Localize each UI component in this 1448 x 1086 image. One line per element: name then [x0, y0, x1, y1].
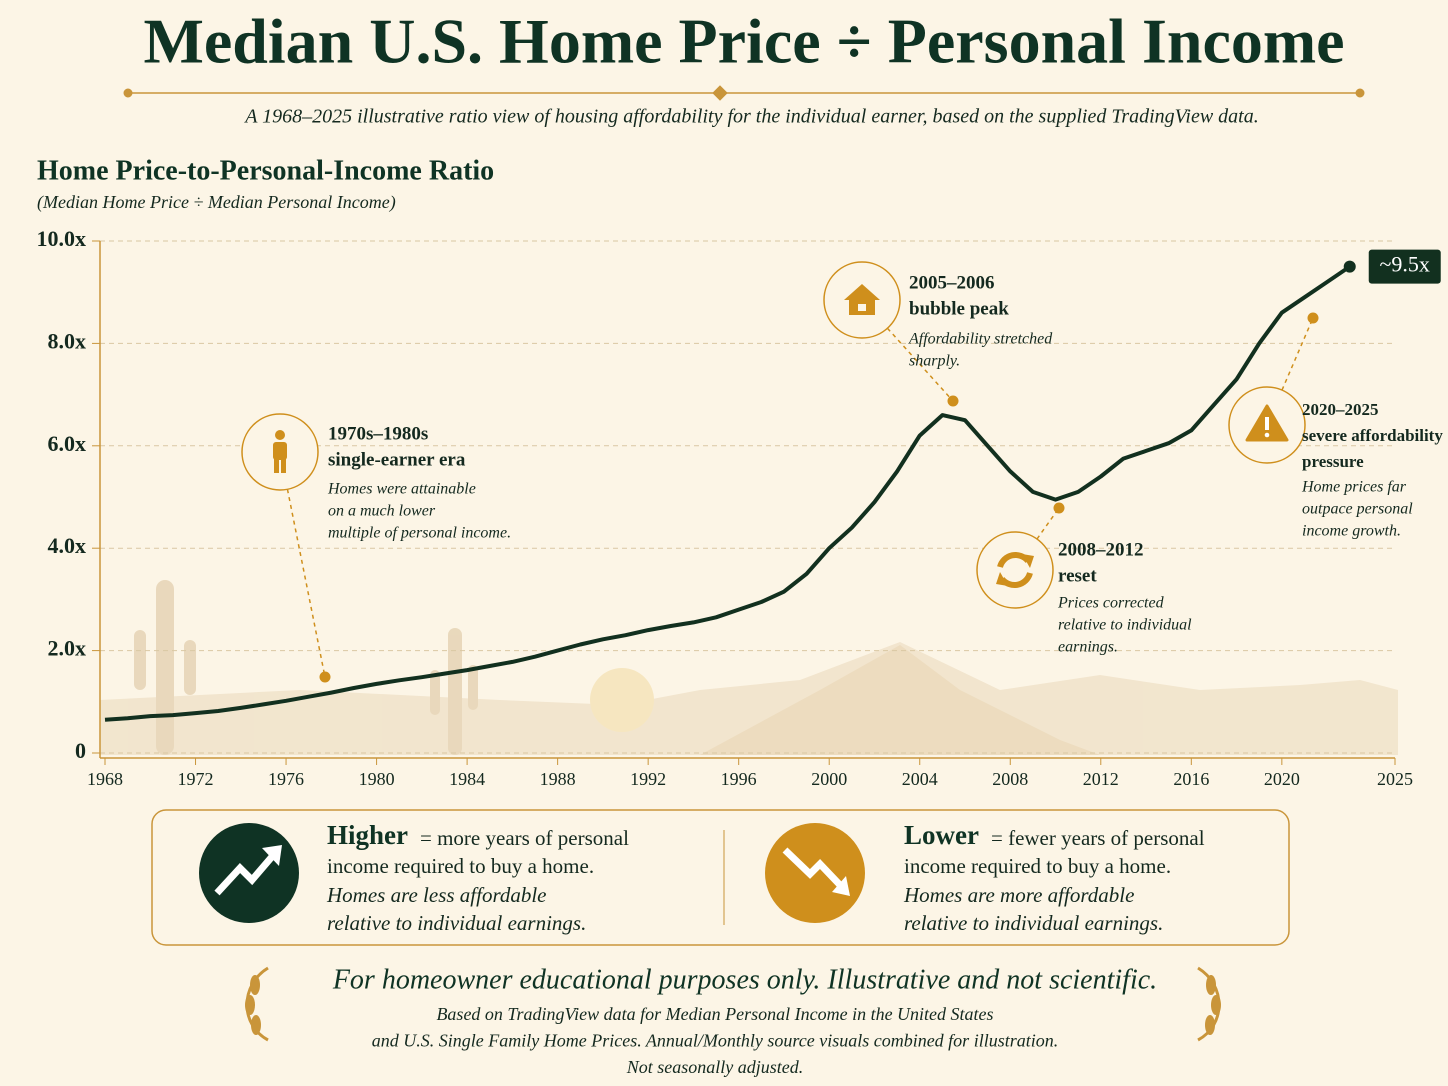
annotation-heading: bubble peak [909, 298, 1009, 319]
lower-icon [765, 823, 865, 923]
annotation-dot [1307, 312, 1319, 324]
y-tick-label: 8.0x [48, 328, 87, 353]
annotation-leader [286, 489, 326, 678]
source-line: Based on TradingView data for Median Per… [436, 1004, 993, 1024]
legend-note: Homes are more affordable [903, 883, 1134, 907]
legend-box [151, 809, 1290, 946]
annotation-heading: 2005–2006 [909, 272, 995, 293]
annotation-icon [844, 284, 880, 315]
annotation-heading: pressure [1302, 452, 1364, 471]
x-tick-label: 1972 [178, 769, 214, 789]
chart-subtitle: (Median Home Price ÷ Median Personal Inc… [37, 192, 396, 213]
annotation-heading: severe affordability [1302, 426, 1443, 445]
source-line: and U.S. Single Family Home Prices. Annu… [372, 1031, 1058, 1051]
x-tick-label: 1988 [540, 769, 576, 789]
page-title: Median U.S. Home Price ÷ Personal Income [143, 6, 1344, 77]
x-tick-label: 1996 [721, 769, 757, 789]
y-tick-label: 2.0x [48, 636, 87, 661]
annotation-icon [996, 552, 1034, 588]
end-label: ~9.5x [1380, 252, 1430, 277]
legend-term: Higher [327, 820, 408, 850]
desert-scenery [100, 580, 1398, 755]
x-tick-label: 2004 [902, 769, 938, 789]
x-tick-label: 1992 [630, 769, 666, 789]
x-tick-label: 2020 [1264, 769, 1300, 789]
x-tick-label: 1984 [449, 769, 485, 789]
annotation-leader [1281, 317, 1314, 391]
legend-definition: = more years of personal [420, 826, 629, 850]
annotation-note: income growth. [1302, 523, 1401, 540]
annotation-note: outpace personal [1302, 501, 1413, 518]
legend-term: Lower [904, 820, 979, 850]
annotation-note: Prices corrected [1057, 595, 1165, 612]
annotation: 2020–2025 severe affordability pressure Hom… [1228, 312, 1443, 540]
disclaimer: For homeowner educational purposes only.… [332, 964, 1157, 995]
title-rule [123, 85, 1365, 101]
x-tick-label: 1968 [87, 769, 123, 789]
annotation-icon-ring [976, 531, 1054, 609]
annotation-heading: 1970s–1980s [328, 423, 428, 444]
annotation-dot [947, 395, 959, 407]
annotation-heading: 2008–2012 [1058, 539, 1144, 560]
annotation-note: Affordability stretched [908, 331, 1053, 348]
annotation-heading: reset [1058, 565, 1097, 586]
annotation-leader [1036, 507, 1060, 540]
annotation-heading: 2020–2025 [1302, 400, 1379, 419]
x-tick-label: 1980 [359, 769, 395, 789]
annotation-icon [273, 430, 287, 473]
legend-note: relative to individual earnings. [327, 911, 586, 935]
annotation: 2005–2006 bubble peak Affordability stretc… [823, 261, 1053, 407]
legend: Higher = more years of personal income req… [326, 820, 1205, 935]
annotation-note: multiple of personal income. [328, 525, 511, 542]
annotation-note: Homes were attainable [327, 481, 476, 498]
annotation-note: relative to individual [1058, 617, 1192, 634]
x-tick-label: 2000 [811, 769, 847, 789]
y-tick-label: 6.0x [48, 431, 87, 456]
source-line: Not seasonally adjusted. [626, 1057, 804, 1077]
legend-definition: = fewer years of personal [991, 826, 1205, 850]
annotation-dot [319, 671, 331, 683]
source-note: Based on TradingView data for Median Per… [372, 1004, 1058, 1077]
annotation: 1970s–1980s single-earner era Homes were a… [241, 413, 511, 683]
x-tick-label: 2025 [1377, 769, 1413, 789]
x-tick-label: 2016 [1173, 769, 1209, 789]
annotation-note: earnings. [1058, 639, 1118, 656]
x-tick-label: 1976 [268, 769, 304, 789]
page-subtitle: A 1968–2025 illustrative ratio view of h… [243, 106, 1259, 128]
annotation-icon [1245, 404, 1289, 442]
annotation-leader [886, 327, 954, 402]
end-label-box [1368, 249, 1441, 284]
annotation: 2008–2012 reset Prices corrected relative t… [976, 502, 1192, 656]
x-tick-label: 2012 [1083, 769, 1119, 789]
x-tick-label: 2008 [992, 769, 1028, 789]
legend-note: relative to individual earnings. [904, 911, 1163, 935]
legend-definition: income required to buy a home. [327, 854, 594, 878]
y-tick-label: 10.0x [37, 226, 87, 251]
y-tick-label: 0 [75, 738, 86, 763]
plot: 0 2.0x 4.0x 6.0x 8.0x 10.0x 1968 1972 1976 1980 19… [37, 226, 1444, 789]
annotation-note: sharply. [909, 353, 960, 370]
chart-title: Home Price-to-Personal-Income Ratio [37, 155, 494, 186]
annotation-note: on a much lower [328, 503, 436, 520]
laurels [245, 966, 1221, 1042]
annotation-dot [1053, 502, 1065, 514]
ratio-line [104, 264, 1351, 722]
higher-icon [199, 823, 299, 923]
y-tick-label: 4.0x [48, 533, 87, 558]
legend-note: Homes are less affordable [326, 883, 547, 907]
end-point [1343, 260, 1356, 273]
annotation-heading: single-earner era [328, 449, 466, 470]
legend-definition: income required to buy a home. [904, 854, 1171, 878]
annotation-note: Home prices far [1301, 479, 1407, 496]
